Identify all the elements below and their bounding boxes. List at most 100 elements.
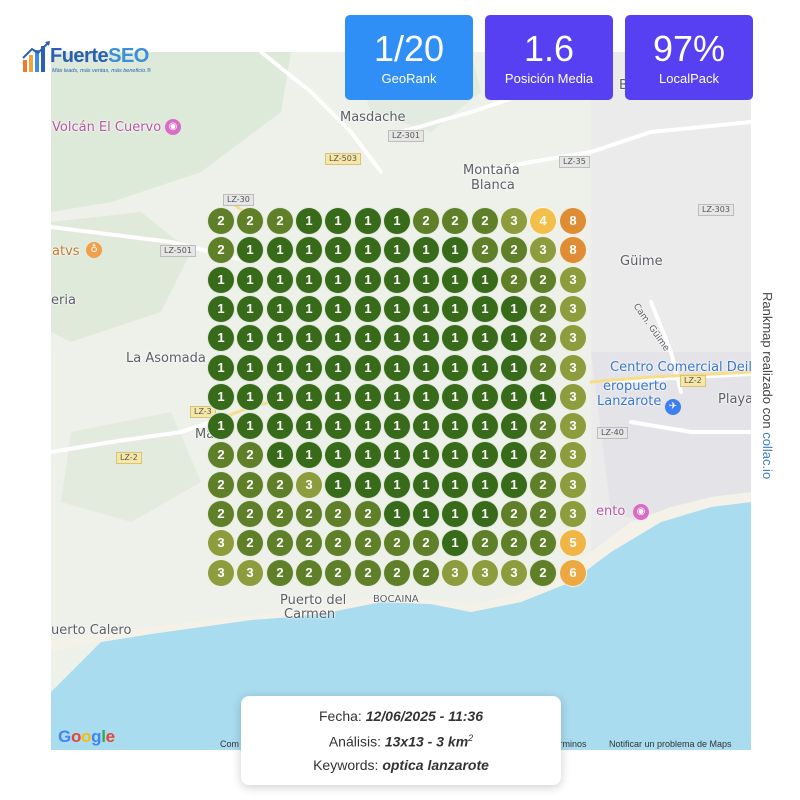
- rank-cell[interactable]: 1: [441, 383, 469, 411]
- rank-cell[interactable]: 2: [236, 441, 264, 469]
- collac-link[interactable]: collac.io: [760, 432, 775, 480]
- rank-cell[interactable]: 1: [383, 383, 411, 411]
- rank-cell[interactable]: 1: [266, 412, 294, 440]
- rank-cell[interactable]: 2: [441, 207, 469, 235]
- rank-cell[interactable]: 1: [324, 266, 352, 294]
- rank-cell[interactable]: 1: [266, 295, 294, 323]
- rank-cell[interactable]: 3: [441, 559, 469, 587]
- rank-cell[interactable]: 2: [354, 559, 382, 587]
- rank-cell[interactable]: 1: [207, 412, 235, 440]
- rank-cell[interactable]: 1: [324, 295, 352, 323]
- rank-cell[interactable]: 2: [529, 441, 557, 469]
- rank-cell[interactable]: 1: [236, 236, 264, 264]
- poi-label[interactable]: ento: [596, 504, 626, 519]
- rank-cell[interactable]: 2: [529, 295, 557, 323]
- rank-cell[interactable]: 1: [471, 324, 499, 352]
- rank-cell[interactable]: 1: [500, 324, 528, 352]
- rank-cell[interactable]: 1: [324, 441, 352, 469]
- rank-cell[interactable]: 1: [441, 471, 469, 499]
- rank-cell[interactable]: 1: [383, 295, 411, 323]
- rank-cell[interactable]: 8: [559, 236, 587, 264]
- rank-cell[interactable]: 1: [295, 354, 323, 382]
- rank-cell[interactable]: 1: [471, 441, 499, 469]
- rank-cell[interactable]: 3: [559, 471, 587, 499]
- rank-cell[interactable]: 1: [471, 266, 499, 294]
- map-data-link[interactable]: Com: [220, 739, 240, 749]
- rank-cell[interactable]: 2: [529, 471, 557, 499]
- rank-cell[interactable]: 3: [529, 236, 557, 264]
- rank-cell[interactable]: 1: [295, 266, 323, 294]
- poi-label[interactable]: atvs: [52, 244, 80, 259]
- rank-cell[interactable]: 3: [559, 412, 587, 440]
- rank-cell[interactable]: 2: [529, 354, 557, 382]
- rank-cell[interactable]: 2: [471, 207, 499, 235]
- rank-cell[interactable]: 3: [500, 207, 528, 235]
- rank-cell[interactable]: 1: [383, 207, 411, 235]
- rank-cell[interactable]: 1: [266, 354, 294, 382]
- rank-cell[interactable]: 2: [207, 471, 235, 499]
- rank-cell[interactable]: 1: [412, 412, 440, 440]
- rank-cell[interactable]: 3: [559, 383, 587, 411]
- rank-cell[interactable]: 1: [441, 529, 469, 557]
- rank-cell[interactable]: 1: [441, 500, 469, 528]
- rank-cell[interactable]: 1: [412, 266, 440, 294]
- rank-cell[interactable]: 1: [500, 295, 528, 323]
- rank-cell[interactable]: 1: [412, 383, 440, 411]
- rank-cell[interactable]: 1: [207, 295, 235, 323]
- rank-cell[interactable]: 1: [471, 471, 499, 499]
- rank-cell[interactable]: 1: [207, 266, 235, 294]
- rank-cell[interactable]: 1: [500, 354, 528, 382]
- rank-cell[interactable]: 4: [529, 207, 557, 235]
- rank-cell[interactable]: 1: [295, 236, 323, 264]
- rank-cell[interactable]: 1: [441, 441, 469, 469]
- rank-cell[interactable]: 2: [266, 207, 294, 235]
- rank-cell[interactable]: 1: [471, 412, 499, 440]
- rank-cell[interactable]: 3: [295, 471, 323, 499]
- rank-cell[interactable]: 6: [559, 559, 587, 587]
- rank-cell[interactable]: 1: [354, 324, 382, 352]
- rank-cell[interactable]: 2: [266, 559, 294, 587]
- rank-cell[interactable]: 2: [412, 207, 440, 235]
- rank-cell[interactable]: 1: [412, 354, 440, 382]
- rank-cell[interactable]: 2: [207, 500, 235, 528]
- rank-cell[interactable]: 2: [500, 236, 528, 264]
- rank-cell[interactable]: 1: [236, 266, 264, 294]
- rank-cell[interactable]: 1: [236, 354, 264, 382]
- report-problem-link[interactable]: Notificar un problema de Maps: [609, 739, 732, 749]
- rank-cell[interactable]: 1: [324, 324, 352, 352]
- rank-cell[interactable]: 1: [324, 471, 352, 499]
- rank-cell[interactable]: 1: [354, 354, 382, 382]
- rank-cell[interactable]: 1: [207, 354, 235, 382]
- poi-label[interactable]: Centro Comercial Deila: [610, 360, 751, 375]
- rank-cell[interactable]: 2: [412, 529, 440, 557]
- rank-cell[interactable]: 1: [383, 354, 411, 382]
- rank-cell[interactable]: 3: [207, 529, 235, 557]
- rank-cell[interactable]: 1: [500, 383, 528, 411]
- rank-cell[interactable]: 1: [324, 207, 352, 235]
- rank-cell[interactable]: 1: [266, 266, 294, 294]
- rank-cell[interactable]: 2: [266, 529, 294, 557]
- rank-cell[interactable]: 3: [559, 295, 587, 323]
- rank-cell[interactable]: 2: [529, 266, 557, 294]
- rank-cell[interactable]: 1: [441, 236, 469, 264]
- rank-cell[interactable]: 1: [324, 354, 352, 382]
- rank-cell[interactable]: 1: [383, 500, 411, 528]
- rank-cell[interactable]: 1: [354, 441, 382, 469]
- rank-cell[interactable]: 1: [354, 383, 382, 411]
- rank-cell[interactable]: 1: [412, 471, 440, 499]
- rank-cell[interactable]: 2: [324, 529, 352, 557]
- rank-cell[interactable]: 1: [412, 441, 440, 469]
- rank-cell[interactable]: 2: [295, 529, 323, 557]
- rank-cell[interactable]: 1: [295, 295, 323, 323]
- rank-cell[interactable]: 1: [529, 383, 557, 411]
- rank-cell[interactable]: 1: [500, 412, 528, 440]
- rank-cell[interactable]: 3: [236, 559, 264, 587]
- rank-cell[interactable]: 1: [295, 207, 323, 235]
- rank-cell[interactable]: 1: [295, 412, 323, 440]
- rank-cell[interactable]: 2: [207, 441, 235, 469]
- rank-cell[interactable]: 1: [295, 324, 323, 352]
- rank-cell[interactable]: 1: [207, 324, 235, 352]
- rank-cell[interactable]: 2: [324, 500, 352, 528]
- rank-cell[interactable]: 2: [236, 500, 264, 528]
- rank-cell[interactable]: 3: [207, 559, 235, 587]
